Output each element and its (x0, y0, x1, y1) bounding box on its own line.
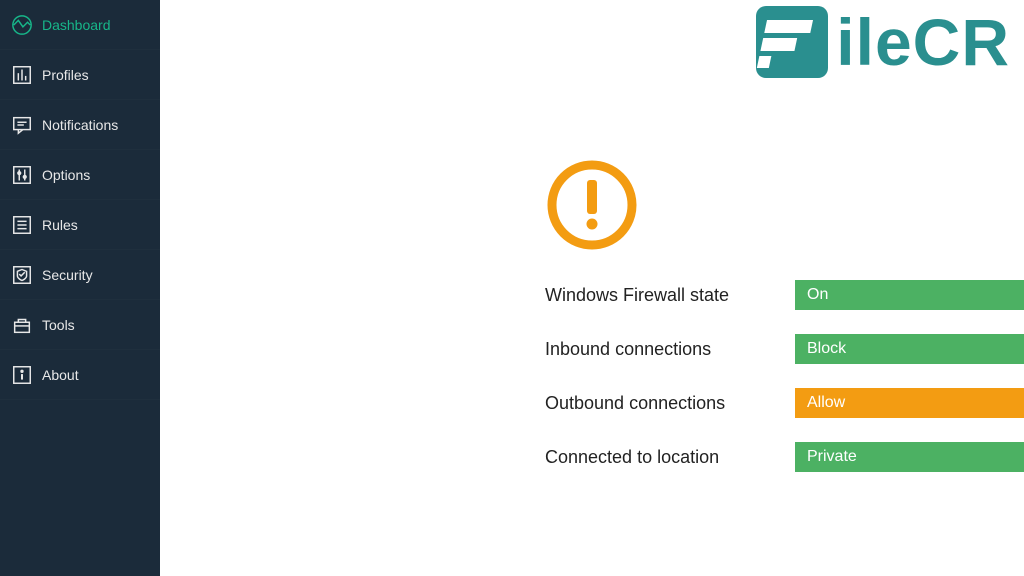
sidebar: Dashboard Profiles (0, 0, 160, 576)
sidebar-item-profiles[interactable]: Profiles (0, 50, 160, 100)
sidebar-item-options[interactable]: Options (0, 150, 160, 200)
status-row-inbound: Inbound connections Block (545, 334, 1024, 364)
status-label: Connected to location (545, 447, 795, 468)
tools-icon (10, 313, 34, 337)
status-badge: Allow (795, 388, 1024, 418)
sidebar-item-label: Tools (42, 317, 75, 333)
status-row-location: Connected to location Private (545, 442, 1024, 472)
brand-logo: ileCR (756, 6, 1010, 78)
status-label: Windows Firewall state (545, 285, 795, 306)
status-row-firewall: Windows Firewall state On (545, 280, 1024, 310)
main-content: ileCR Windows Firewall state On Inbound … (160, 0, 1024, 576)
info-icon (10, 363, 34, 387)
status-badge: Private (795, 442, 1024, 472)
sidebar-item-rules[interactable]: Rules (0, 200, 160, 250)
status-badge: Block (795, 334, 1024, 364)
sidebar-item-label: Options (42, 167, 90, 183)
status-block: Windows Firewall state On Inbound connec… (545, 280, 1024, 496)
dashboard-icon (10, 13, 34, 37)
sidebar-item-label: Notifications (42, 117, 118, 133)
sidebar-item-tools[interactable]: Tools (0, 300, 160, 350)
status-label: Outbound connections (545, 393, 795, 414)
notifications-icon (10, 113, 34, 137)
sidebar-item-notifications[interactable]: Notifications (0, 100, 160, 150)
profiles-icon (10, 63, 34, 87)
sidebar-item-label: Security (42, 267, 93, 283)
status-row-outbound: Outbound connections Allow (545, 388, 1024, 418)
sidebar-item-security[interactable]: Security (0, 250, 160, 300)
alert-icon (545, 158, 639, 252)
brand-text: ileCR (836, 9, 1010, 75)
sidebar-item-dashboard[interactable]: Dashboard (0, 0, 160, 50)
sidebar-item-label: Dashboard (42, 17, 111, 33)
brand-mark-icon (756, 6, 834, 78)
shield-icon (10, 263, 34, 287)
sidebar-item-label: Rules (42, 217, 78, 233)
options-icon (10, 163, 34, 187)
sidebar-item-label: Profiles (42, 67, 89, 83)
status-badge: On (795, 280, 1024, 310)
status-label: Inbound connections (545, 339, 795, 360)
rules-icon (10, 213, 34, 237)
sidebar-item-about[interactable]: About (0, 350, 160, 400)
sidebar-item-label: About (42, 367, 79, 383)
